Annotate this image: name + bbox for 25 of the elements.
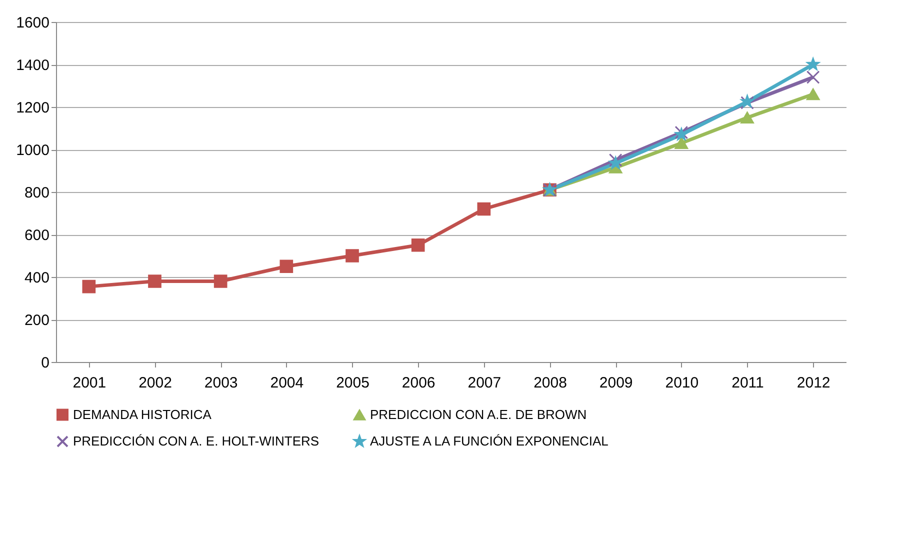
x-tick-label: 2003	[204, 374, 238, 392]
x-tick-label: 2007	[468, 374, 502, 392]
y-tick-label: 600	[24, 227, 50, 244]
y-tick-label: 1200	[16, 100, 50, 116]
y-tick-label: 1400	[16, 57, 50, 74]
y-tick-label: 800	[24, 184, 50, 202]
x-tick-label: 2006	[402, 374, 436, 392]
legend-label: PREDICCIÓN CON A. E. HOLT-WINTERS	[73, 434, 320, 448]
x-tick-label: 2005	[336, 374, 370, 392]
legend-label: AJUSTE A LA FUNCIÓN EXPONENCIAL	[370, 434, 608, 448]
x-tick-label: 2011	[732, 374, 764, 392]
x-tick-label: 2001	[72, 374, 106, 392]
y-tick-label: 1600	[16, 14, 50, 32]
x-tick-label: 2002	[138, 374, 172, 392]
y-tick-label: 1000	[16, 142, 50, 159]
y-tick-label: 400	[24, 270, 50, 286]
y-tick-label: 0	[41, 354, 50, 372]
legend-label: DEMANDA HISTORICA	[73, 406, 212, 422]
x-tick-label: 2010	[665, 374, 699, 392]
y-tick-label: 200	[24, 312, 50, 329]
x-tick-label: 2012	[796, 374, 830, 392]
x-tick-label: 2004	[270, 374, 304, 392]
x-tick-label: 2008	[534, 374, 567, 392]
x-tick-label: 2009	[599, 374, 633, 392]
legend-label: PREDICCION CON A.E. DE BROWN	[370, 407, 587, 422]
